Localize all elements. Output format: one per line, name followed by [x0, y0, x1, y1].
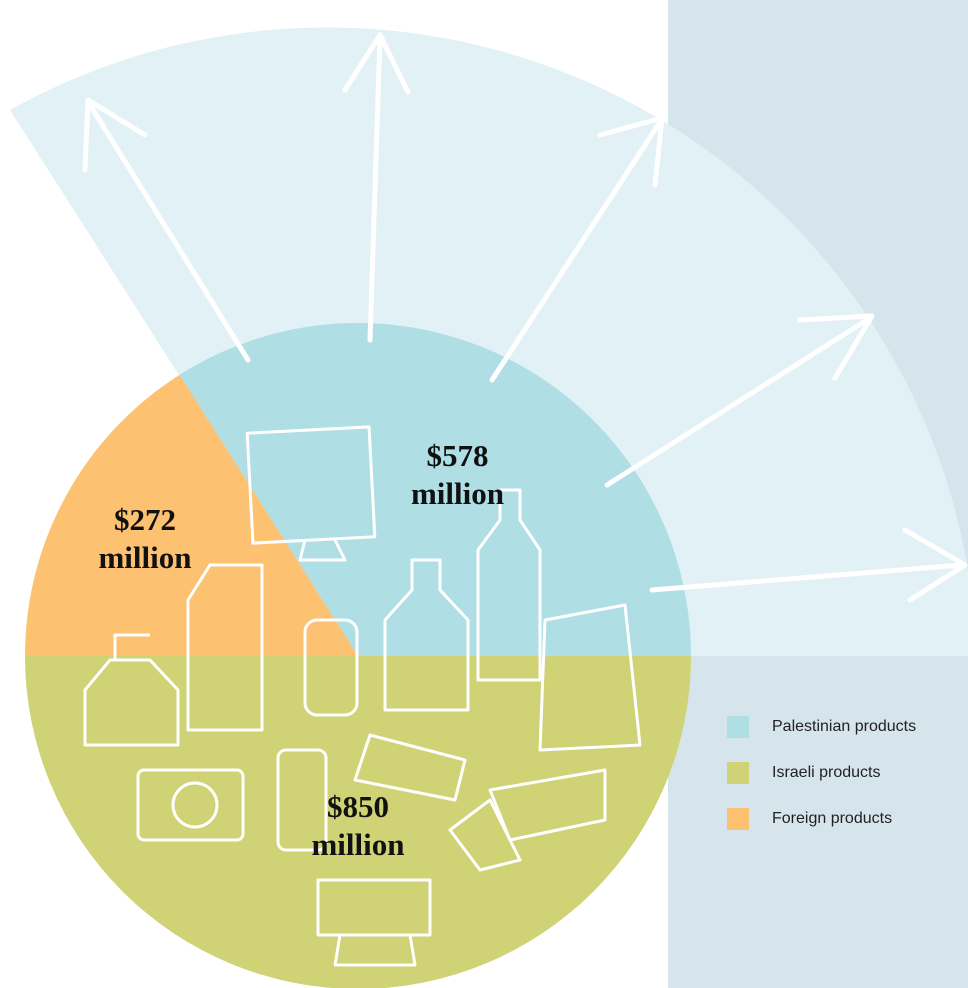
snack-icon	[448, 768, 607, 872]
phone-icon	[276, 748, 328, 852]
legend-label: Palestinian products	[772, 718, 916, 735]
value-label: $578 million	[410, 438, 504, 512]
legend: Palestinian products Israeli products Fore…	[727, 716, 916, 830]
tube-icon	[353, 733, 467, 802]
legend-label: Israeli products	[772, 764, 881, 781]
soap-icon	[83, 633, 180, 747]
legend-swatch	[727, 808, 749, 830]
monitor-stand	[298, 539, 347, 562]
camera-icon	[136, 768, 245, 842]
arrow	[342, 32, 411, 343]
pie-slice	[25, 374, 358, 656]
bottle-icon	[383, 558, 470, 712]
arrows	[82, 32, 968, 603]
arrow	[489, 115, 665, 383]
arrow	[604, 313, 875, 488]
monitor-icon	[245, 425, 377, 545]
milk-icon	[186, 563, 264, 732]
value-label: $272 million	[98, 501, 192, 575]
pie-slice	[25, 656, 691, 988]
value-label: $850 million	[311, 788, 405, 862]
arrow	[82, 97, 251, 363]
arrow	[649, 527, 968, 603]
chips-icon	[538, 603, 642, 752]
legend-label: Foreign products	[772, 810, 892, 827]
pie-slice	[179, 322, 691, 656]
fan-background	[10, 27, 968, 657]
can-icon	[303, 618, 359, 717]
legend-swatch	[727, 716, 749, 738]
product-icons	[83, 425, 642, 967]
camera-lens	[171, 781, 219, 829]
legend-swatch	[727, 762, 749, 784]
printer-icon	[316, 878, 432, 967]
pie	[25, 322, 691, 988]
water-bottle-icon	[476, 488, 542, 682]
